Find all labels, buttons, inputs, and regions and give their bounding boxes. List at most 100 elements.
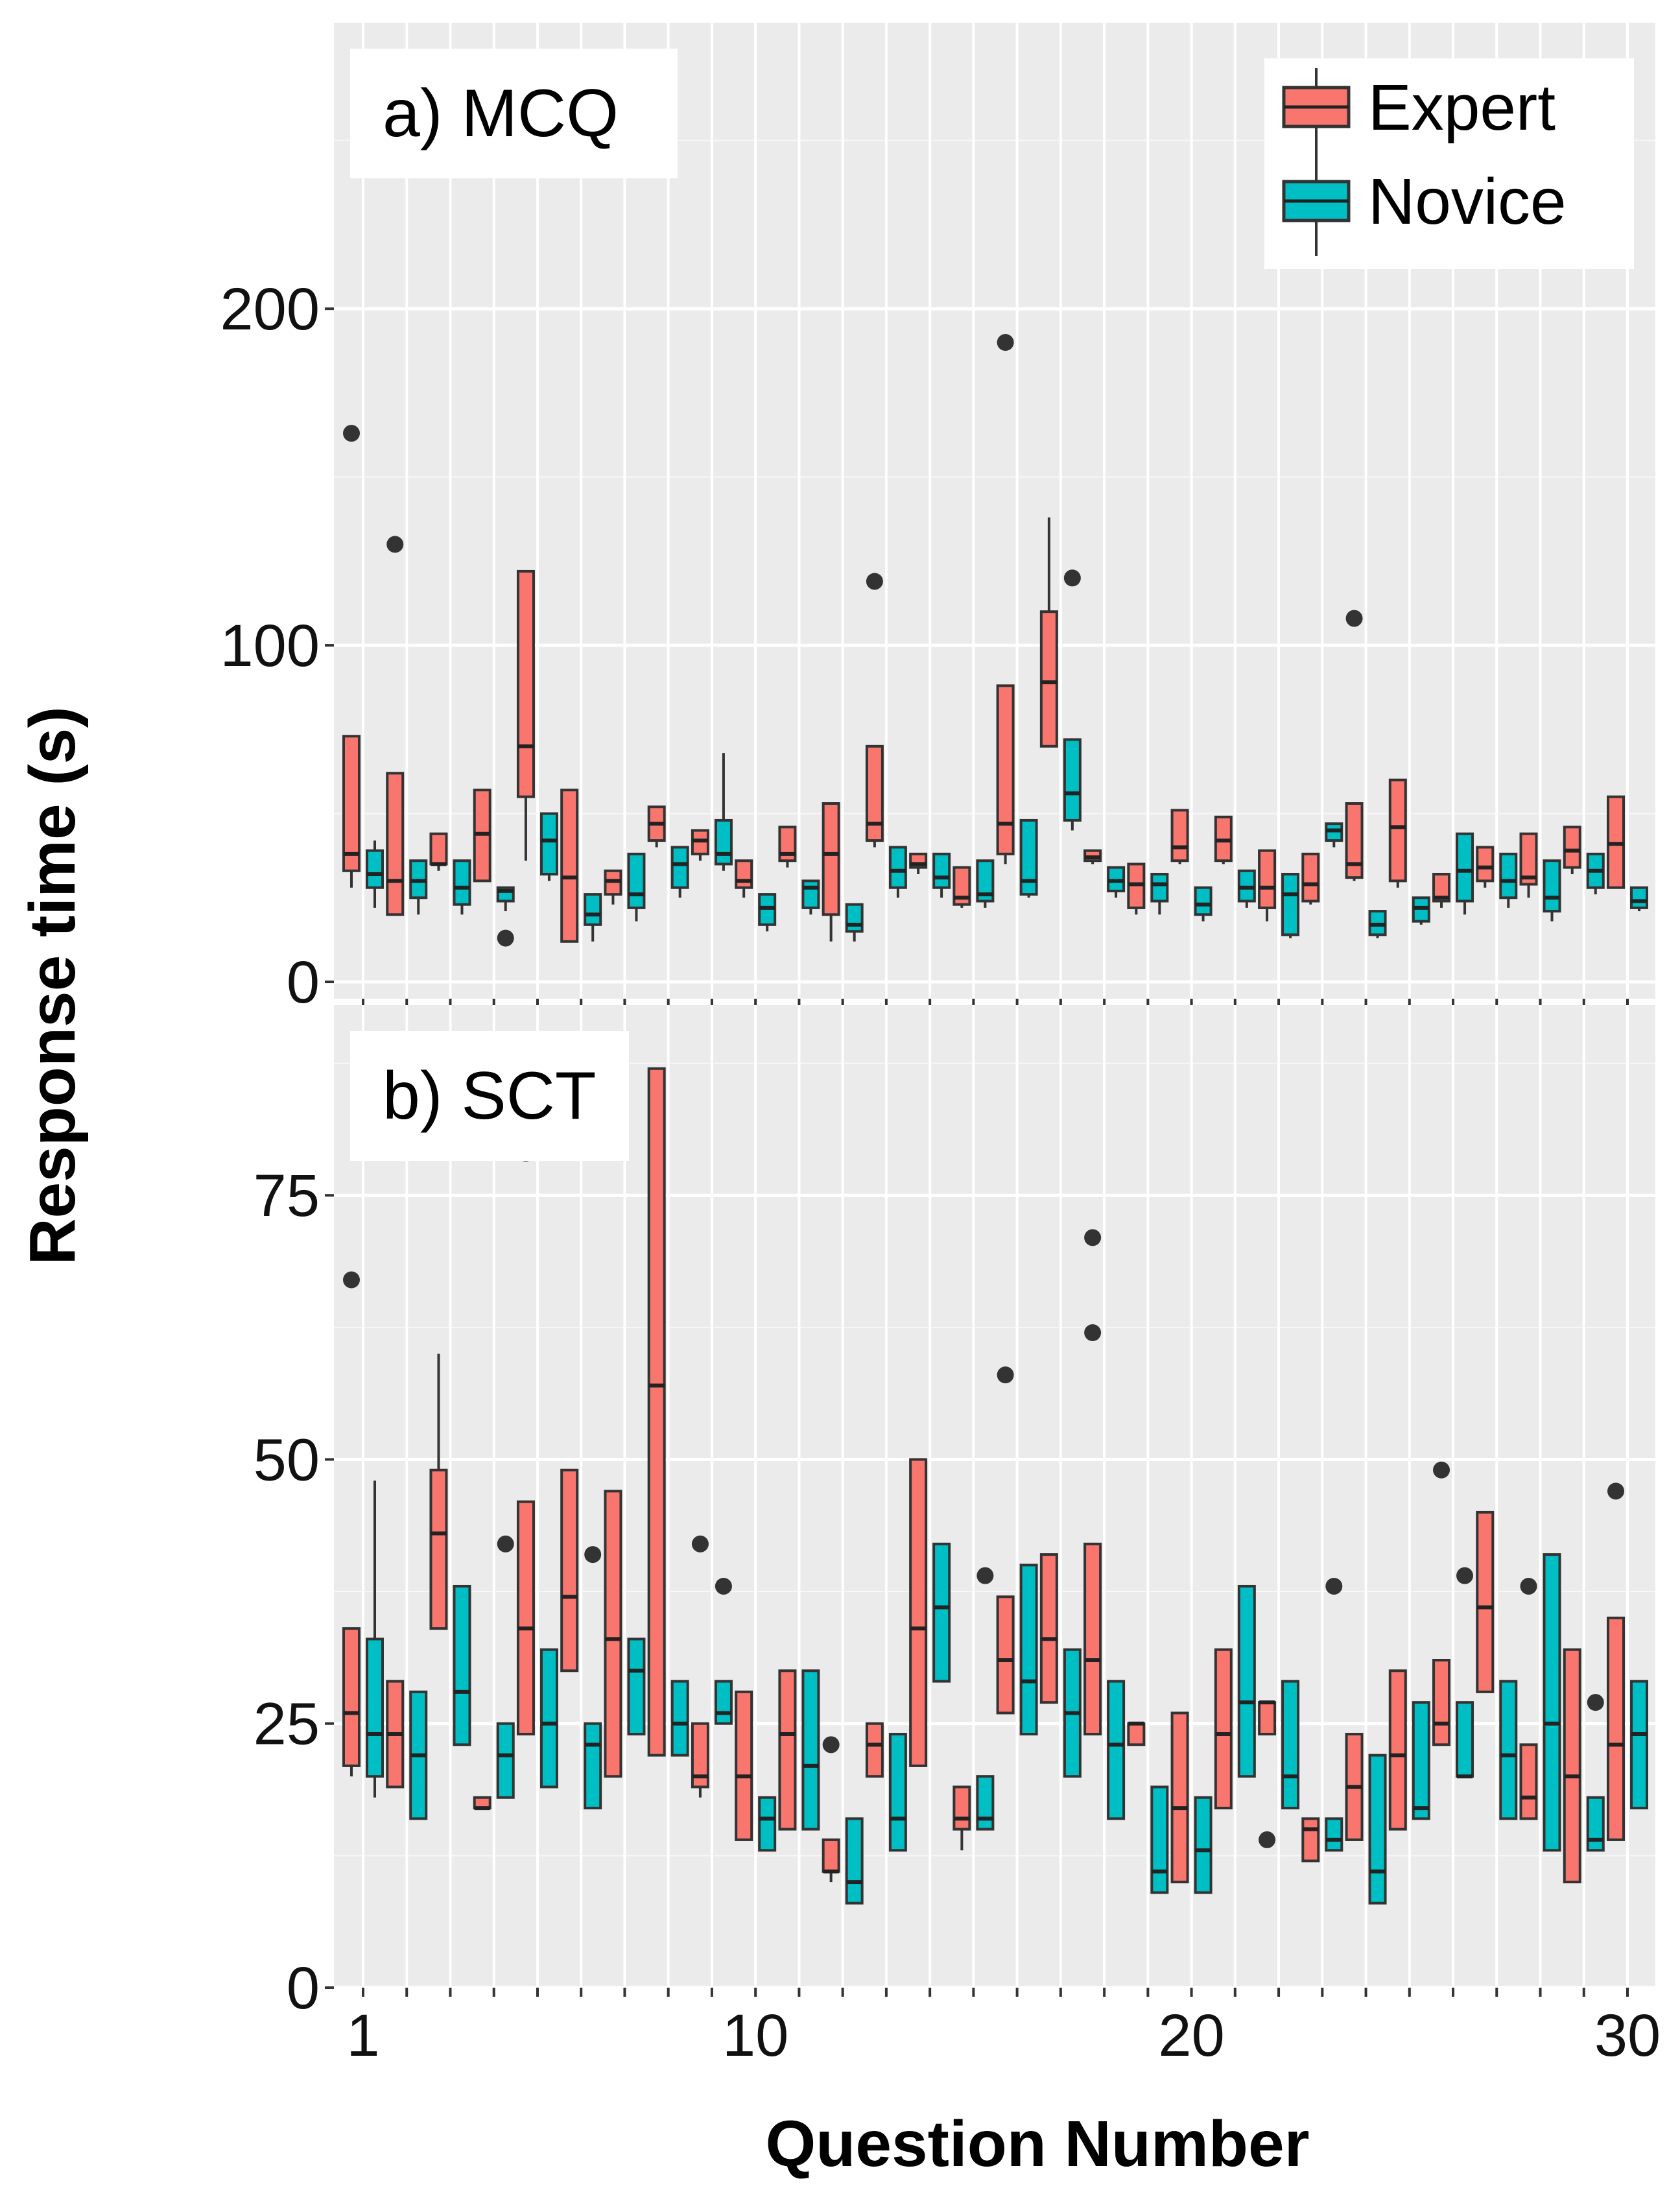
expert-box-q28 bbox=[1519, 1577, 1538, 1820]
iqr-box bbox=[714, 818, 733, 866]
novice-box-q19 bbox=[1150, 872, 1169, 915]
iqr-box bbox=[996, 1595, 1015, 1715]
expert-box-q13 bbox=[865, 1722, 884, 1778]
outlier-point bbox=[715, 1577, 732, 1595]
iqr-box bbox=[1194, 886, 1213, 916]
outlier-point bbox=[343, 1271, 360, 1289]
expert-box-q8 bbox=[647, 805, 666, 848]
iqr-box bbox=[1388, 778, 1407, 883]
outlier-point bbox=[1325, 1577, 1343, 1595]
expert-box-q10 bbox=[735, 1690, 753, 1841]
iqr-box bbox=[560, 789, 579, 943]
outlier-point bbox=[1607, 1482, 1624, 1500]
novice-box-q17 bbox=[1063, 569, 1082, 831]
expert-box-q17 bbox=[1039, 517, 1058, 748]
iqr-box bbox=[1476, 846, 1495, 883]
iqr-box bbox=[845, 1817, 864, 1905]
expert-box-q7 bbox=[604, 1490, 622, 1778]
expert-box-q16 bbox=[996, 334, 1015, 864]
iqr-box bbox=[714, 1680, 733, 1725]
outlier-point bbox=[1587, 1694, 1604, 1711]
iqr-box bbox=[1630, 886, 1648, 909]
iqr-box bbox=[1630, 1680, 1648, 1810]
novice-box-q18 bbox=[1107, 866, 1126, 898]
iqr-box bbox=[516, 1500, 535, 1736]
expert-box-q15 bbox=[952, 866, 971, 908]
iqr-box bbox=[584, 893, 602, 926]
expert-box-q11 bbox=[778, 826, 797, 868]
iqr-box bbox=[888, 846, 907, 889]
expert-box-q23 bbox=[1301, 1817, 1320, 1863]
iqr-box bbox=[1083, 1542, 1102, 1736]
novice-box-q2 bbox=[409, 1690, 428, 1820]
iqr-box bbox=[1301, 852, 1320, 903]
outlier-point bbox=[866, 573, 883, 590]
x-axis-title: Question Number bbox=[766, 2108, 1310, 2180]
panels-layer: 0 100 200 a) MCQ Expert Novice 0 25 50 75 b) SCT 1 1… bbox=[220, 23, 1661, 2069]
legend: Expert Novice bbox=[1264, 58, 1634, 269]
expert-box-q19 bbox=[1127, 863, 1146, 915]
iqr-box bbox=[1258, 849, 1277, 909]
expert-box-q25 bbox=[1388, 1669, 1407, 1831]
iqr-box bbox=[342, 735, 361, 872]
x-tick-label: 30 bbox=[1594, 2003, 1661, 2069]
expert-box-q4 bbox=[473, 1796, 491, 1811]
x-tick-label: 1 bbox=[346, 2003, 379, 2069]
novice-box-q29 bbox=[1586, 1694, 1605, 1852]
novice-box-q4 bbox=[496, 1535, 515, 1799]
panel-label: b) SCT bbox=[383, 1058, 596, 1134]
novice-box-q10 bbox=[758, 893, 777, 932]
outlier-point bbox=[584, 1546, 602, 1564]
expert-box-q20 bbox=[1170, 809, 1189, 864]
y-tick-label: 0 bbox=[287, 1955, 320, 2021]
novice-box-q7 bbox=[627, 1637, 646, 1736]
iqr-box bbox=[1150, 1785, 1169, 1894]
novice-box-q15 bbox=[976, 1567, 995, 1831]
iqr-box bbox=[1368, 1754, 1387, 1905]
novice-box-q17 bbox=[1063, 1648, 1082, 1778]
expert-box-q18 bbox=[1083, 849, 1102, 864]
iqr-box bbox=[1039, 610, 1058, 748]
legend-label-expert: Expert bbox=[1368, 71, 1556, 144]
x-tick-label: 20 bbox=[1158, 2003, 1224, 2069]
iqr-box bbox=[1301, 1817, 1320, 1863]
iqr-box bbox=[865, 1722, 884, 1778]
novice-box-q3 bbox=[453, 1584, 471, 1746]
iqr-box bbox=[366, 849, 384, 889]
novice-box-q27 bbox=[1499, 852, 1518, 908]
outlier-point bbox=[343, 425, 360, 442]
novice-box-q1 bbox=[366, 1481, 384, 1798]
novice-box-q23 bbox=[1325, 822, 1343, 848]
iqr-box bbox=[735, 859, 753, 889]
novice-box-q28 bbox=[1543, 1553, 1561, 1852]
novice-box-q30 bbox=[1630, 1680, 1648, 1810]
outlier-point bbox=[1456, 1567, 1474, 1584]
expert-box-q1 bbox=[342, 1271, 361, 1777]
expert-box-q14 bbox=[909, 852, 928, 874]
expert-box-q10 bbox=[735, 859, 753, 898]
iqr-box bbox=[342, 1627, 361, 1767]
iqr-box bbox=[539, 812, 558, 875]
iqr-box bbox=[1607, 1616, 1625, 1841]
iqr-box bbox=[1039, 1553, 1058, 1704]
panel-label-box bbox=[350, 1031, 629, 1161]
iqr-box bbox=[1586, 1796, 1605, 1852]
outlier-point bbox=[1084, 1229, 1102, 1246]
iqr-box bbox=[647, 1067, 666, 1757]
expert-box-q22 bbox=[1258, 849, 1277, 922]
outlier-point bbox=[822, 1736, 840, 1754]
legend-label-novice: Novice bbox=[1368, 165, 1567, 238]
expert-box-q19 bbox=[1127, 1721, 1146, 1746]
iqr-box bbox=[909, 1458, 928, 1767]
expert-box-q13 bbox=[865, 573, 884, 848]
expert-box-q24 bbox=[1345, 1733, 1364, 1841]
iqr-box bbox=[1499, 852, 1518, 899]
novice-box-q25 bbox=[1412, 896, 1430, 925]
iqr-box bbox=[845, 903, 864, 933]
novice-box-q30 bbox=[1630, 886, 1648, 912]
iqr-box bbox=[627, 1637, 646, 1736]
expert-box-q15 bbox=[952, 1785, 971, 1851]
iqr-box bbox=[560, 1468, 579, 1672]
novice-box-q20 bbox=[1194, 1796, 1213, 1894]
novice-box-q6 bbox=[584, 893, 602, 942]
